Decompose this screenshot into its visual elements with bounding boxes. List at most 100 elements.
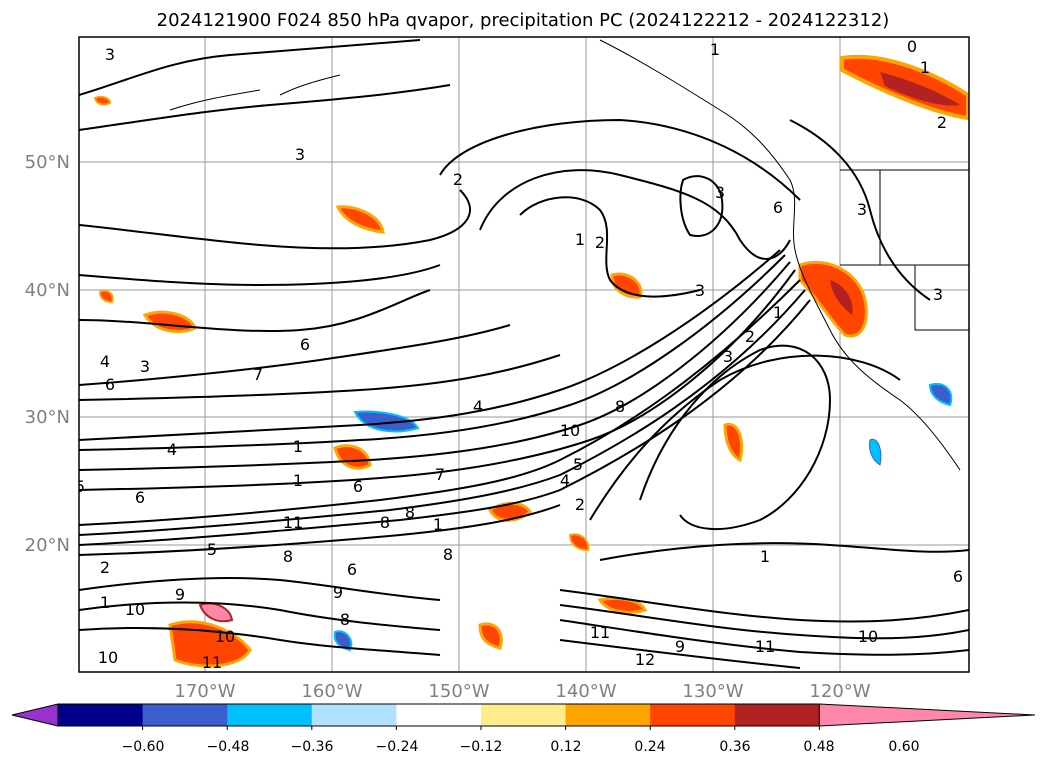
colorbar-tick-labels: −0.60 −0.48 −0.36 −0.24 −0.12 0.12 0.24 …	[122, 739, 920, 755]
contour-jet-7	[79, 269, 796, 491]
contour-jet-10	[79, 299, 811, 546]
map-frame	[78, 36, 970, 673]
contour-label: 1	[100, 593, 110, 612]
contour-1-swirl	[439, 118, 801, 201]
lon-label-120w: 120°W	[809, 681, 870, 702]
colorbar-segment	[734, 704, 820, 726]
lon-label-140w: 140°W	[555, 681, 616, 702]
contour-label: 10	[98, 648, 118, 667]
contour-label: 3	[295, 145, 305, 164]
lon-label-150w: 150°W	[428, 681, 489, 702]
contour-labels: 3 1 0 1 2 3 3 2 3 3 6 1 2 3 1 6 7 4 3 4	[75, 37, 963, 672]
contour-label: 11	[590, 623, 610, 642]
colorbar-segment	[565, 704, 651, 726]
qvapor-contours	[79, 39, 969, 669]
lon-label-130w: 130°W	[682, 681, 743, 702]
lat-label-40n: 40°N	[25, 280, 70, 301]
colorbar-segment	[58, 704, 144, 726]
contour-south-9b	[559, 589, 969, 623]
colorbar-tick-label: −0.12	[460, 739, 503, 755]
colorbar-tick-label: 0.12	[550, 739, 581, 755]
contour-south-10b	[559, 604, 969, 640]
contour-label: 8	[380, 513, 390, 532]
contour-label: 8	[615, 397, 625, 416]
contour-east-1	[589, 354, 901, 521]
lat-label-20n: 20°N	[25, 535, 70, 556]
contour-label: 3	[857, 200, 867, 219]
precip-patch-small-w40n	[98, 289, 114, 304]
contour-south-10	[79, 627, 441, 656]
colorbar-frame	[57, 703, 820, 727]
precip-patch-blue-south	[333, 630, 353, 652]
colorbar-ticks	[142, 726, 820, 730]
contour-south-9	[79, 601, 441, 631]
contour-label: 1	[773, 303, 783, 322]
colorbar-segment	[650, 704, 736, 726]
contour-label: 1	[920, 58, 930, 77]
contour-jet-5	[79, 254, 786, 451]
contour-label: 6	[105, 375, 115, 394]
contour-label: 7	[253, 365, 263, 384]
precip-patch-california	[798, 260, 868, 338]
contour-closed-3	[679, 175, 724, 237]
lon-label-160w: 160°W	[301, 681, 362, 702]
contour-jet-4	[79, 249, 781, 441]
contour-label: 4	[100, 352, 110, 371]
contour-label: 3	[140, 357, 150, 376]
contour-label: 11	[283, 513, 303, 532]
coastline-north-america	[599, 39, 961, 471]
colorbar-tick-label: −0.36	[291, 739, 334, 755]
contour-north-2	[79, 84, 451, 131]
contour-label: 0	[907, 37, 917, 56]
contour-label: 4	[560, 471, 570, 490]
contour-label: 2	[575, 495, 585, 514]
contour-north-4	[79, 264, 441, 287]
map-panel: 3 1 0 1 2 3 3 2 3 3 6 1 2 3 1 6 7 4 3 4	[25, 36, 970, 702]
latitude-labels: 50°N 40°N 30°N 20°N	[25, 152, 70, 556]
contour-south-8	[79, 577, 441, 601]
contour-label: 6	[353, 477, 363, 496]
contour-label: 12	[635, 650, 655, 669]
contour-label: 8	[443, 545, 453, 564]
lat-label-50n: 50°N	[25, 152, 70, 173]
contour-label: 3	[695, 281, 705, 300]
precip-patch-blue-baja	[928, 382, 953, 407]
contour-label: 6	[773, 198, 783, 217]
colorbar-segments	[11, 703, 1036, 727]
contour-north-5	[79, 289, 431, 333]
contour-jet-11	[79, 504, 561, 556]
precip-patch-northeast-core	[880, 72, 960, 106]
colorbar-tick-label: 0.24	[634, 739, 665, 755]
contour-label: 8	[340, 610, 350, 629]
contour-mid-7	[79, 354, 561, 401]
contour-label: 9	[333, 583, 343, 602]
contour-north-3	[79, 189, 471, 250]
coastline-aleutians	[169, 74, 341, 111]
contour-label: 11	[755, 637, 775, 656]
contour-label: 2	[745, 327, 755, 346]
contour-label: 7	[435, 465, 445, 484]
contour-label: 2	[595, 233, 605, 252]
colorbar-tick-label: 0.48	[803, 739, 834, 755]
colorbar: −0.60 −0.48 −0.36 −0.24 −0.12 0.12 0.24 …	[11, 703, 1036, 755]
coastlines	[169, 39, 969, 471]
colorbar-segment	[396, 704, 482, 726]
contour-label: 5	[207, 540, 217, 559]
contour-south-1	[599, 542, 969, 561]
contour-label: 6	[953, 567, 963, 586]
precip-patch-south-15n	[478, 622, 503, 650]
precip-patch-east-28n	[723, 422, 744, 463]
contour-label: 5	[573, 455, 583, 474]
contour-label: 6	[300, 335, 310, 354]
contour-coast-1	[789, 119, 931, 301]
contour-label: 1	[433, 515, 443, 534]
contour-label: 1	[575, 230, 585, 249]
gridlines	[79, 37, 969, 672]
contour-label: 2	[937, 113, 947, 132]
lon-label-170w: 170°W	[174, 681, 235, 702]
colorbar-extend-right	[818, 703, 1036, 727]
contour-label: 5	[75, 477, 85, 496]
state-borders	[840, 169, 969, 331]
precip-patch-small-20n	[568, 533, 590, 552]
